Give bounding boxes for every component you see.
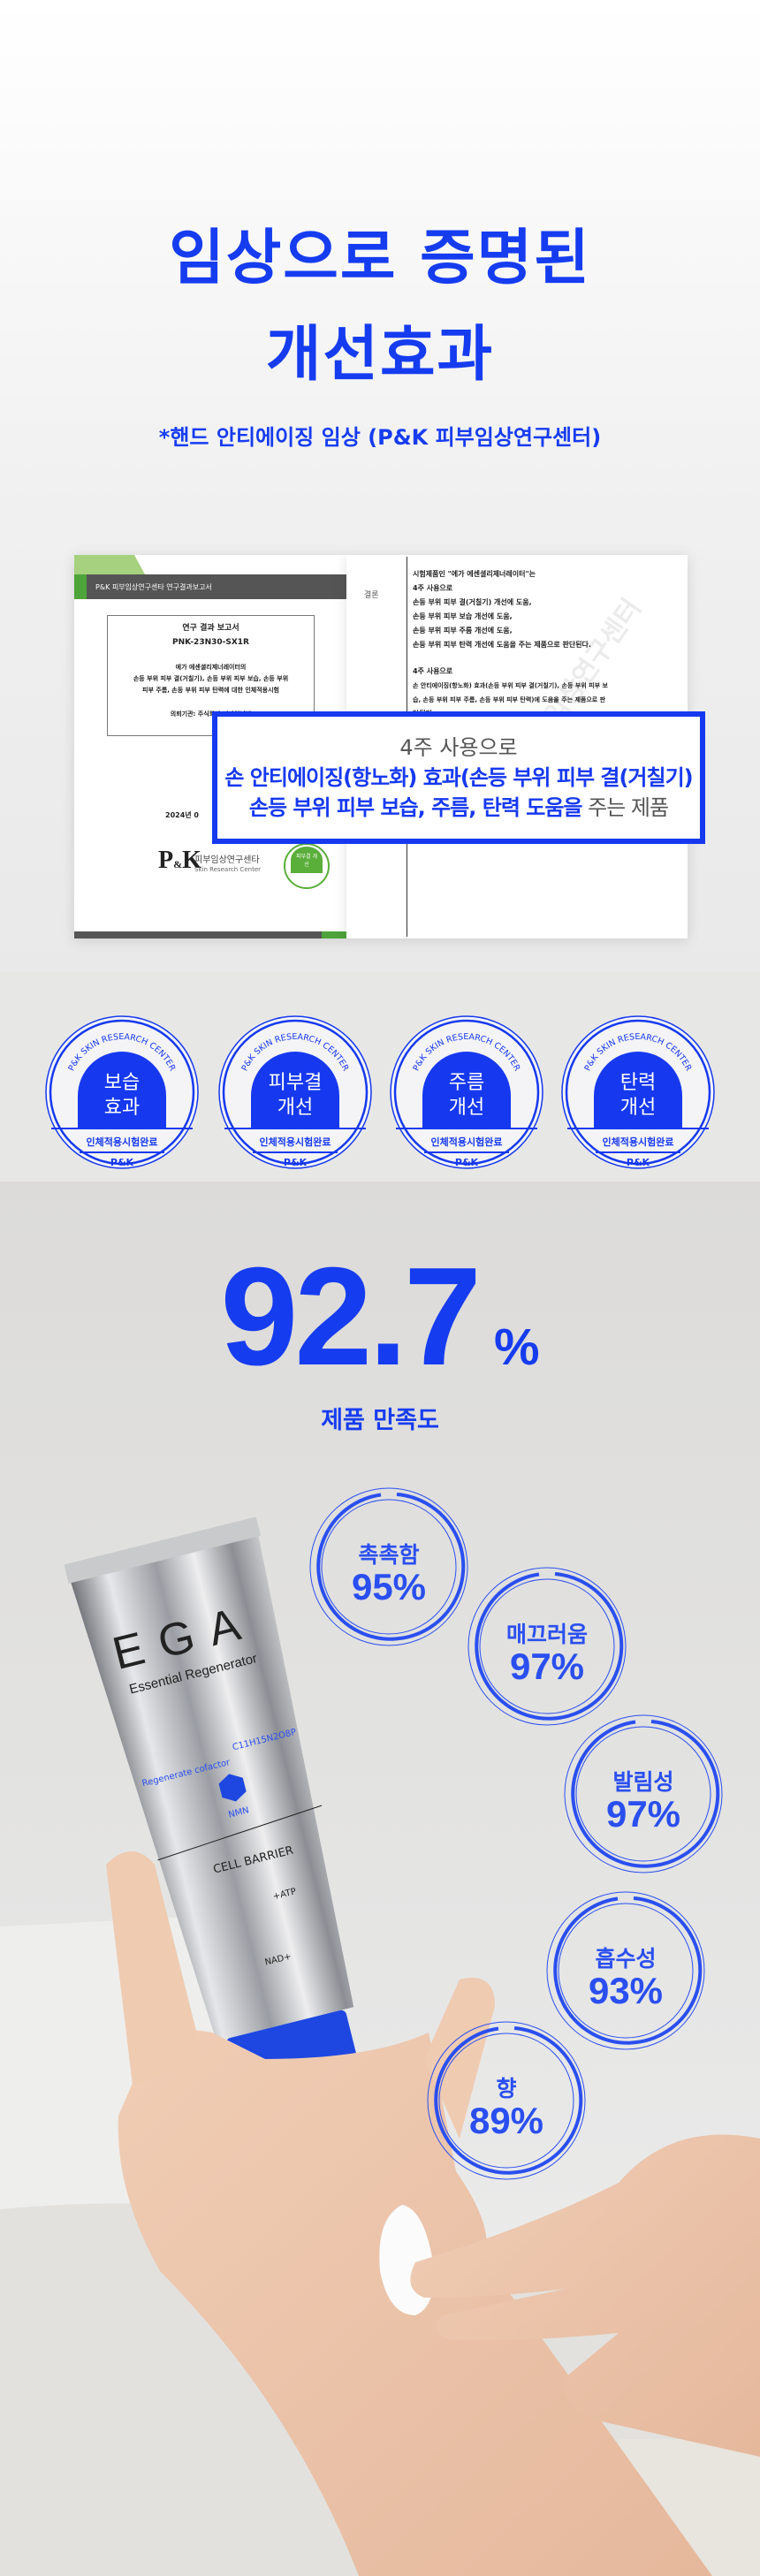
stat-value: 97% <box>605 1793 681 1835</box>
badge-bottom-text: 인체적용시험완료 <box>260 1136 331 1148</box>
badge-bottom-text: 인체적용시험완료 <box>603 1136 674 1148</box>
green-stamp: 피부결 개선 <box>284 843 330 889</box>
badge-title-2: 효과 <box>104 1097 140 1119</box>
badge-bottom-text: 인체적용시험완료 <box>87 1136 158 1148</box>
stat-circle: 발림성 97% <box>563 1714 724 1874</box>
stat-label: 촉촉함 <box>358 1542 420 1568</box>
pk-mark: P&K <box>284 1157 308 1168</box>
report-date: 2024년 0 <box>165 811 199 819</box>
ring-icon <box>427 2021 586 2180</box>
badge-dome <box>422 1052 511 1128</box>
left-hand-fingers <box>106 1851 203 2086</box>
nmn-hexagon-icon <box>218 1774 247 1802</box>
stat-value: 93% <box>588 1970 664 2011</box>
badge-dome <box>594 1052 682 1128</box>
pk-mark: P&K <box>455 1157 479 1168</box>
badge-dome <box>251 1052 339 1128</box>
conclusion-label: 결론 <box>364 591 379 600</box>
badge-title-2: 개선 <box>620 1097 656 1119</box>
certification-badge: P&K SKIN RESEARCH CENTER 주름 개선 인체적용시험완료 … <box>390 1015 543 1169</box>
stat-value: 97% <box>509 1645 585 1687</box>
product-photo: EGA Essential Regenerator Regenerate cof… <box>0 1182 760 2576</box>
highlight-line2: 손 안티에이징(항노화) 효과(손등 부위 피부 결(거칠기) <box>224 765 693 790</box>
stat-label: 발림성 <box>612 1769 674 1795</box>
left-hand-thumb <box>424 1978 495 2139</box>
highlight-box: 4주 사용으로 손 안티에이징(항노화) 효과(손등 부위 피부 결(거칠기) … <box>212 711 705 844</box>
badge-title-2: 개선 <box>277 1097 313 1119</box>
badge-title-1: 피부결 <box>269 1072 323 1094</box>
ring-icon <box>546 1891 705 2050</box>
report-desc: 손등 부위 피부 결(거칠기), 손등 부위 피부 보습, 손등 부위 <box>133 675 289 682</box>
ring-icon <box>564 1714 723 1873</box>
stat-circle: 향 89% <box>426 2020 587 2181</box>
page-title-line1: 임상으로 증명된 <box>169 224 591 293</box>
right-hand <box>410 2134 760 2457</box>
stat-circle: 흡수성 93% <box>545 1890 706 2051</box>
badge-title-1: 주름 <box>449 1072 484 1094</box>
green-accent <box>322 931 346 938</box>
pk-logo-sub: Skin Research Center <box>194 866 261 873</box>
pk-logo-name: 피부임상연구센타 <box>194 855 260 865</box>
report-box-title: 연구 결과 보고서 <box>182 624 239 633</box>
badge-title-2: 개선 <box>449 1097 484 1119</box>
report-desc: 에가 에센셜리제너레이터의 <box>175 664 247 671</box>
footer-bar <box>74 931 346 938</box>
badge-dome <box>78 1052 166 1128</box>
tube-crimp <box>64 1516 262 1584</box>
page-title-line2: 개선효과 <box>265 320 495 390</box>
certification-badge: P&K SKIN RESEARCH CENTER 피부결 개선 인체적용시험완료… <box>218 1015 372 1169</box>
hero-section <box>0 0 760 513</box>
highlight-line1: 4주 사용으로 <box>399 735 518 760</box>
report-header-bar: P&K 피부임상연구센타 연구결과보고서 <box>74 574 346 599</box>
badge-title-1: 탄력 <box>620 1072 656 1094</box>
page-subtitle: *핸드 안티에이징 임상 (P&K 피부임상연구센터) <box>158 425 602 450</box>
certification-badge: P&K SKIN RESEARCH CENTER 보습 효과 인체적용시험완료 … <box>45 1015 199 1169</box>
report-title-box: 연구 결과 보고서 PNK-23N30-SX1R 에가 에센셜리제너레이터의 손… <box>107 615 315 736</box>
ring-icon <box>309 1487 468 1646</box>
satisfaction-value: 92.7% <box>220 1239 540 1394</box>
pk-logo: P&K <box>158 847 201 874</box>
pk-mark: P&K <box>627 1157 650 1168</box>
stat-label: 흡수성 <box>595 1946 657 1972</box>
ring-icon <box>467 1567 627 1726</box>
certification-badge: P&K SKIN RESEARCH CENTER 탄력 개선 인체적용시험완료 … <box>561 1015 715 1169</box>
pk-mark: P&K <box>110 1157 134 1168</box>
stat-value: 89% <box>468 2100 544 2141</box>
stat-circle: 촉촉함 95% <box>308 1486 469 1647</box>
stat-label: 매끄러움 <box>505 1622 588 1647</box>
report-desc: 피부 주름, 손등 부위 피부 탄력에 대한 인체적용시험 <box>142 687 279 694</box>
satisfaction-label: 제품 만족도 <box>321 1407 439 1434</box>
stat-value: 95% <box>351 1566 427 1607</box>
green-accent <box>74 555 145 574</box>
badge-title-1: 보습 <box>104 1072 140 1094</box>
badge-bottom-text: 인체적용시험완료 <box>431 1136 503 1148</box>
stat-label: 향 <box>496 2076 517 2101</box>
stat-circle: 매끄러움 97% <box>467 1566 627 1727</box>
green-accent <box>74 574 87 599</box>
report-code: PNK-23N30-SX1R <box>172 638 249 647</box>
tube-body <box>67 1525 354 2041</box>
highlight-line3: 손등 부위 피부 보습, 주름, 탄력 도움을 주는 제품 <box>248 795 669 820</box>
report-client: 의뢰기관: 주식회사 디파이넘버 <box>170 710 252 718</box>
